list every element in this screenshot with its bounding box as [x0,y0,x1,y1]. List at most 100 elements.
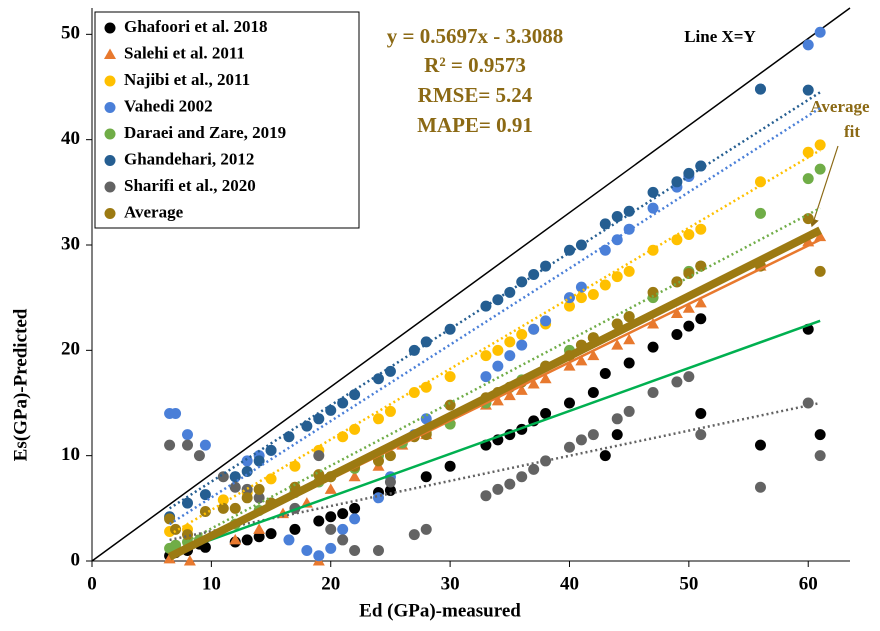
point [599,450,611,462]
point [587,386,599,398]
point [754,481,766,493]
point [683,320,695,332]
point [563,292,575,304]
point [408,386,420,398]
point [444,371,456,383]
point [587,429,599,441]
point [420,336,432,348]
reference-line [91,7,851,562]
point [492,360,504,372]
point [372,544,384,556]
legend-label: Sharifi et al., 2020 [124,176,256,195]
y-tick-label: 40 [61,128,80,149]
legend-marker [104,128,116,140]
point [611,234,623,246]
point [504,286,516,298]
point [504,350,516,362]
point [563,441,575,453]
point [229,471,241,483]
point [611,413,623,425]
legend-marker [104,181,116,193]
x-tick-label: 0 [87,573,97,594]
legend-marker [104,48,116,59]
point [492,344,504,356]
point [695,223,707,235]
legend-label: Ghandehari, 2012 [124,149,254,168]
legend-marker [104,22,116,34]
point [575,434,587,446]
point [611,271,623,283]
point [814,429,826,441]
point [164,513,176,525]
point [408,529,420,541]
point [563,360,576,371]
trendline [167,226,822,561]
point [814,26,826,38]
point [420,413,432,425]
point [539,372,552,384]
point [802,213,814,225]
legend-label: Salehi et al. 2011 [124,43,245,62]
trendline [169,207,821,552]
point [325,523,337,535]
point [229,533,242,545]
y-tick-label: 20 [61,339,80,360]
point [241,492,253,504]
point [623,311,635,323]
point [575,292,587,304]
legend: Ghafoori et al. 2018 Salehi et al. 2011 Na… [104,17,286,221]
point [695,408,707,420]
point [444,460,456,472]
point [337,534,349,546]
point [349,544,361,556]
point [480,350,492,362]
point [623,357,635,369]
point [695,160,707,172]
point [181,497,193,509]
point [324,483,337,494]
point [241,465,253,477]
point [337,508,349,520]
point [695,429,707,441]
rmse: RMSE= 5.24 [418,83,533,107]
legend-box [94,11,360,229]
legend-label: Najibi et al., 2011 [124,70,250,89]
y-tick-label: 0 [71,549,81,570]
y-tick-label: 10 [61,444,80,465]
point [384,405,396,417]
point [492,483,504,495]
point [241,534,253,546]
point [384,476,396,488]
point [695,260,707,272]
point [420,381,432,393]
point [253,523,266,534]
y-axis-label: Es(GPa)-Predicted [10,308,31,461]
point [516,329,528,341]
legend-marker [104,102,116,113]
reference-label: Line X=Y [684,27,756,46]
legend-label: Average [124,202,184,221]
point [515,384,528,395]
point [193,450,205,462]
point [504,336,516,348]
point [181,439,193,451]
point [384,365,396,377]
point [372,492,384,504]
point [683,228,695,240]
point [802,173,814,185]
point [754,439,766,451]
point [540,315,552,327]
point [217,471,229,483]
point [183,555,196,566]
point [253,492,265,504]
point [814,450,826,462]
point [647,318,660,329]
point [289,523,301,535]
point [337,523,349,535]
point [802,39,814,51]
point [164,439,176,451]
legend-marker [104,155,116,166]
x-tick-label: 30 [441,573,460,594]
point [528,463,540,475]
